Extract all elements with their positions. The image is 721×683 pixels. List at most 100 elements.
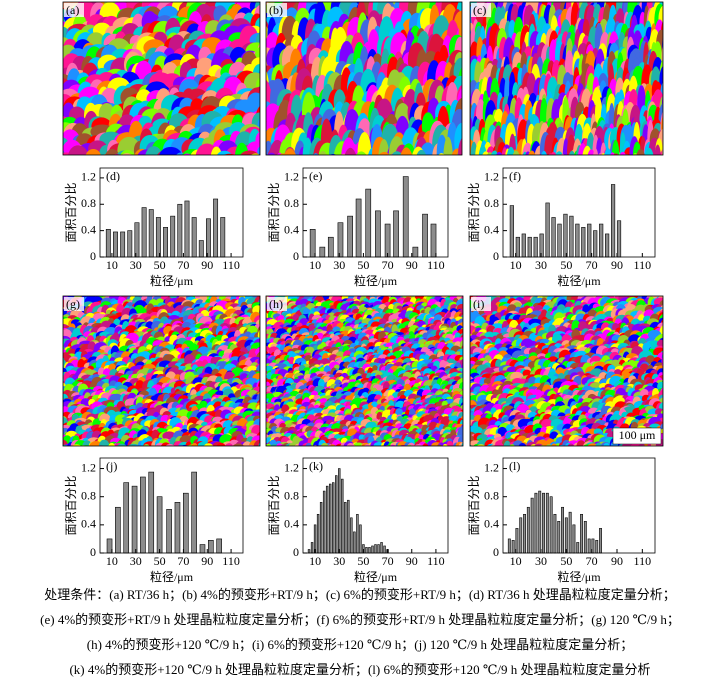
grain (469, 156, 480, 185)
grain (597, 170, 607, 192)
grain (234, 142, 249, 155)
grain (430, 160, 440, 184)
grain (225, 450, 237, 461)
grain (379, 152, 385, 155)
grain (525, 165, 531, 199)
grain (152, 447, 162, 455)
grain (43, 0, 58, 3)
grain (443, 288, 450, 295)
grain (636, 148, 645, 155)
grain (512, 150, 520, 155)
grain (108, 442, 116, 446)
grain (661, 170, 673, 197)
grain (530, 166, 542, 199)
grain (55, 358, 62, 369)
grain (561, 155, 571, 185)
grain (181, 444, 188, 446)
grain (410, 154, 414, 155)
grain (266, 314, 267, 319)
grain (44, 74, 62, 92)
grain (613, 153, 619, 155)
grain (313, 153, 319, 155)
grain (662, 37, 663, 59)
grain (462, 80, 470, 106)
grain (548, 153, 553, 155)
grain (73, 446, 83, 460)
ebsd-map: (a) (42, 0, 261, 184)
grain (545, 164, 555, 199)
grain (191, 442, 198, 446)
grain (506, 146, 516, 155)
grain (211, 445, 217, 446)
grain (539, 163, 545, 185)
grain (91, 446, 100, 453)
grain (68, 145, 89, 155)
grain (53, 339, 63, 352)
grain (255, 449, 263, 460)
grain (266, 287, 273, 294)
grain (182, 153, 192, 155)
grain (125, 450, 138, 458)
grain (462, 307, 463, 313)
grain (628, 163, 634, 186)
grain (550, 151, 557, 155)
grain (63, 136, 65, 151)
grain (282, 289, 288, 295)
grain (147, 159, 169, 181)
grain (617, 168, 626, 197)
grain (213, 159, 237, 183)
grains (52, 287, 263, 461)
grain (105, 148, 120, 155)
grain (52, 433, 63, 442)
grain (522, 151, 528, 155)
grain (44, 50, 60, 71)
grain (235, 158, 258, 177)
grain (560, 171, 567, 197)
grain (65, 296, 70, 297)
grain (592, 0, 600, 1)
grain (565, 167, 577, 187)
grain (63, 447, 70, 455)
grain (506, 0, 513, 1)
grain (63, 307, 64, 314)
grain (171, 450, 183, 461)
grain (63, 422, 64, 427)
grain (156, 157, 170, 184)
grain (213, 296, 218, 297)
grain (602, 166, 612, 195)
grain (425, 287, 436, 295)
grain (257, 146, 260, 155)
grain (662, 2, 663, 9)
grain (379, 296, 386, 298)
grain (587, 149, 596, 155)
grain (42, 38, 60, 60)
grain (459, 286, 467, 294)
grain (594, 160, 602, 190)
grain (227, 449, 238, 459)
grain (661, 146, 663, 155)
grain (46, 66, 60, 83)
grain (310, 296, 313, 297)
grain (652, 169, 658, 194)
grain (156, 449, 167, 461)
grain (662, 118, 663, 123)
grain (475, 157, 482, 187)
grain (145, 146, 163, 155)
map-frame (265, 1, 463, 156)
grain (65, 448, 73, 459)
grain (405, 296, 411, 297)
grain (418, 296, 424, 297)
grain (646, 154, 649, 155)
grain (115, 449, 128, 459)
grain (444, 156, 458, 181)
grain (388, 287, 395, 296)
grain (50, 0, 62, 8)
grain (52, 392, 62, 404)
grain (103, 448, 115, 456)
grain (179, 450, 190, 461)
grain (215, 449, 222, 460)
grains (462, 0, 673, 199)
grain (63, 147, 66, 155)
grain (87, 287, 99, 296)
grain (470, 138, 472, 152)
